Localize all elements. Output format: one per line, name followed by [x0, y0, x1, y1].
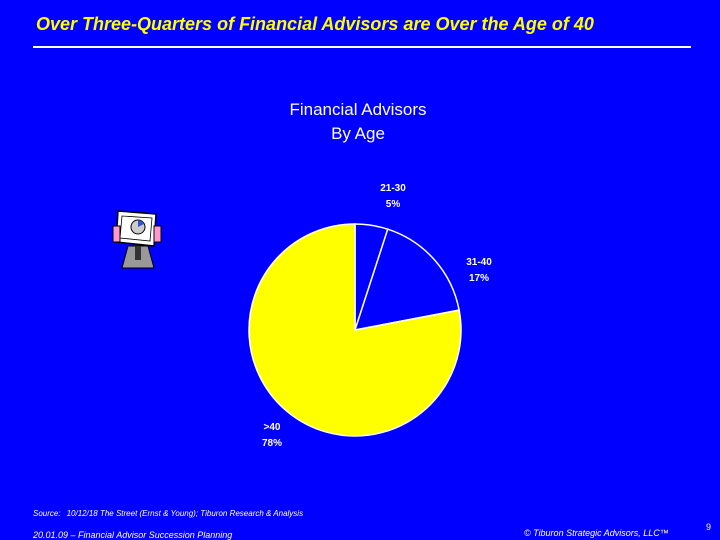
slice-value-label-1: 5%: [386, 199, 401, 210]
chart-title-line-2: By Age: [331, 124, 385, 143]
slice-label-2: 31-40: [466, 257, 492, 268]
page-number: 9: [706, 522, 712, 532]
source-text: 10/12/18 The Street (Ernst & Young); Tib…: [66, 509, 304, 518]
chart-title: Financial Advisors By Age: [230, 98, 486, 146]
chart-title-line-1: Financial Advisors: [289, 100, 427, 119]
source-note: Source: 10/12/18 The Street (Ernst & Youn…: [33, 509, 303, 518]
title-divider: [33, 46, 691, 48]
footer-copyright: © Tiburon Strategic Advisors, LLC™: [524, 528, 669, 538]
pie-slice-2: [353, 228, 460, 331]
source-label: Source:: [33, 509, 61, 518]
slice-label-3: >40: [264, 422, 281, 433]
slice-value-label-2: 17%: [469, 273, 489, 284]
pie-slice-3: [248, 223, 462, 437]
slide-headline: Over Three-Quarters of Financial Advisor…: [36, 14, 594, 34]
person-holding-chart-icon: [112, 210, 162, 269]
footer-left: 20.01.09 – Financial Advisor Succession …: [33, 530, 233, 540]
slice-value-label-3: 78%: [262, 438, 282, 449]
slice-label-1: 21-30: [380, 183, 406, 194]
